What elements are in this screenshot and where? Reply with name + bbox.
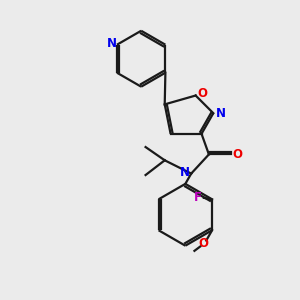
Text: N: N	[180, 166, 190, 178]
Text: O: O	[232, 148, 242, 161]
Text: O: O	[197, 87, 207, 100]
Text: N: N	[106, 37, 117, 50]
Text: F: F	[194, 191, 201, 204]
Text: O: O	[198, 237, 208, 250]
Text: N: N	[216, 107, 226, 120]
